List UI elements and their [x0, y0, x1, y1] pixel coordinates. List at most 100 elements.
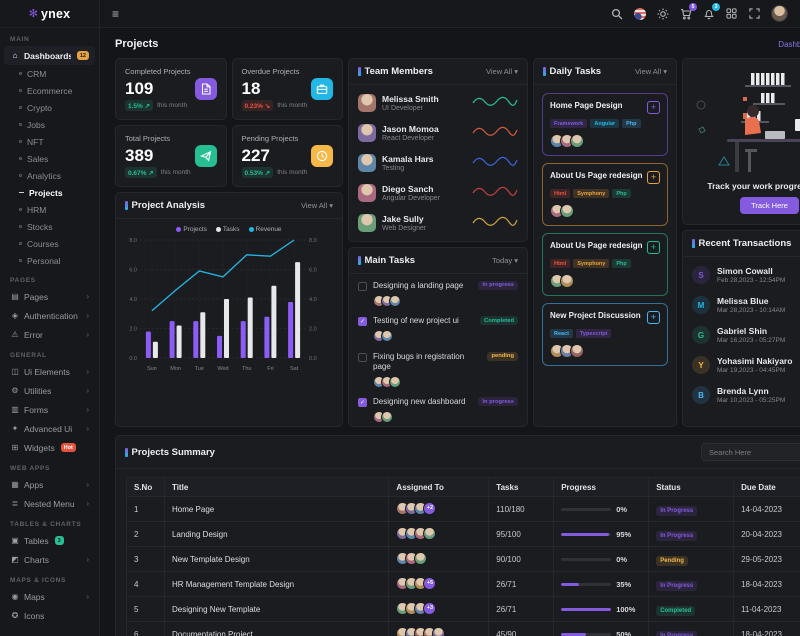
track-here-button[interactable]: Track Here: [740, 197, 799, 214]
sidebar-subitem-nft[interactable]: NFT: [0, 133, 99, 150]
add-task-icon[interactable]: +: [647, 101, 660, 114]
team-member-row[interactable]: Kamala Hars Testing: [358, 148, 518, 178]
col-header-due-date: Due Date: [733, 477, 800, 497]
sidebar-item-apps[interactable]: ▦ Apps ›: [4, 475, 95, 494]
task-status-badge: Completed: [480, 316, 518, 325]
logo[interactable]: ✻ ynex: [0, 0, 99, 28]
track-progress-text: Track your work progress here: [707, 181, 800, 191]
sidebar-subitem-label: Sales: [27, 153, 49, 164]
daily-task-card[interactable]: New Project Discussion + React Typescript: [542, 303, 668, 366]
stat-cards: Completed Projects 109 1.5% ↗ this month Ove…: [115, 58, 343, 187]
column-4: Track your work progress here Track Here…: [682, 58, 800, 427]
sidebar-subitem-projects[interactable]: Projects: [0, 184, 99, 201]
sidebar-item-utilities[interactable]: ⚙ Utilities ›: [4, 381, 95, 400]
sidebar-subitem-crm[interactable]: CRM: [0, 65, 99, 82]
transaction-row[interactable]: G Gabriel Shin Mar 16,2023 - 05:27PM: [692, 320, 800, 350]
sidebar-item-widgets[interactable]: ⊞ Widgets Hot: [4, 438, 95, 457]
main-task-top: Fixing bugs in registration page pending: [358, 351, 518, 372]
sidebar-item-ui-elements[interactable]: ◫ Ui Elements ›: [4, 362, 95, 381]
task-checkbox[interactable]: ✓: [358, 317, 367, 326]
sidebar-subitem-analytics[interactable]: Analytics: [0, 167, 99, 184]
breadcrumb[interactable]: Dashboards / Projects: [778, 39, 800, 49]
cart-badge: 5: [689, 3, 697, 11]
progress-wrap: 0%: [561, 555, 641, 564]
sidebar-subitem-crypto[interactable]: Crypto: [0, 99, 99, 116]
cell-sno: 1: [126, 496, 165, 522]
nav-section-label: PAGES: [10, 277, 36, 284]
add-task-icon[interactable]: +: [647, 171, 660, 184]
task-checkbox[interactable]: ✓: [358, 398, 367, 407]
daily-tasks-view-all[interactable]: View All ▾: [635, 67, 667, 76]
menu-toggle-icon[interactable]: ≡: [112, 6, 120, 21]
sidebar-item-pages[interactable]: ▤ Pages ›: [4, 287, 95, 306]
recent-transactions-list: S Simon Cowall Feb 28,2023 - 12:54PM M Melis…: [683, 257, 800, 413]
theme-toggle-icon[interactable]: [656, 7, 669, 20]
sidebar-item-label: Ui Elements: [24, 366, 70, 377]
daily-task-top: About Us Page redesign +: [550, 171, 660, 184]
add-task-icon[interactable]: +: [647, 311, 660, 324]
sidebar-item-advanced-ui[interactable]: ✦ Advanced Ui ›: [4, 419, 95, 438]
language-flag-icon[interactable]: [633, 7, 646, 20]
sidebar-subitem-sales[interactable]: Sales: [0, 150, 99, 167]
notifications-bell-icon[interactable]: 3: [702, 3, 720, 20]
sidebar-subitem-personal[interactable]: Personal: [0, 252, 99, 269]
transaction-info: Gabriel Shin Mar 16,2023 - 05:27PM: [717, 326, 785, 344]
progress-wrap: 95%: [561, 530, 641, 539]
cell-tasks: 26/71: [488, 571, 555, 597]
sidebar-subitem-ecommerce[interactable]: Ecommerce: [0, 82, 99, 99]
chevron-right-icon: ›: [86, 292, 89, 301]
sidebar-subitem-courses[interactable]: Courses: [0, 235, 99, 252]
search-input[interactable]: [701, 443, 800, 461]
daily-task-card[interactable]: Home Page Design + Framework Angular Php: [542, 93, 668, 156]
sidebar-item-dashboards[interactable]: ⌂ Dashboards 12: [4, 46, 95, 65]
transaction-row[interactable]: B Brenda Lynn Mar 10,2023 - 05:25PM: [692, 380, 800, 410]
cell-progress: 0%: [553, 546, 650, 572]
daily-task-card[interactable]: About Us Page redesign + Html Symphony Php: [542, 233, 668, 296]
avatar: [570, 134, 584, 148]
main-task-top: ✓ Testing of new project ui Completed: [358, 316, 518, 326]
daily-task-tags: Html Symphony Php: [550, 189, 660, 198]
task-avatars: [373, 411, 518, 423]
cell-assigned: [388, 621, 490, 636]
fullscreen-icon[interactable]: [748, 7, 761, 20]
sidebar-subitem-jobs[interactable]: Jobs: [0, 116, 99, 133]
transaction-row[interactable]: S Simon Cowall Feb 28,2023 - 12:54PM: [692, 260, 800, 290]
sidebar-subitem-label: Personal: [27, 255, 61, 266]
transaction-initial-avatar: M: [692, 296, 710, 315]
progress-wrap: 0%: [561, 505, 641, 514]
sidebar-item-icons[interactable]: ✪ Icons: [4, 606, 95, 625]
cart-icon[interactable]: 5: [679, 3, 697, 20]
svg-text:Fri: Fri: [267, 366, 273, 372]
daily-task-title: New Project Discussion: [550, 311, 641, 320]
transaction-row[interactable]: Y Yohasimi Nakiyaro Mar 19,2023 - 04:45PM: [692, 350, 800, 380]
table-body: 1 Home Page +2 110/180 0% In Progress 14-04-20…: [126, 496, 800, 636]
daily-task-card[interactable]: About Us Page redesign + Html Symphony Php: [542, 163, 668, 226]
add-task-icon[interactable]: +: [647, 241, 660, 254]
stat-trend-row: 0.53% ↗ this month: [241, 167, 334, 178]
sidebar-item-forms[interactable]: ▥ Forms ›: [4, 400, 95, 419]
sidebar-item-tables[interactable]: ▣ Tables 3: [4, 531, 95, 550]
main-tasks-filter[interactable]: Today ▾: [492, 256, 518, 265]
sidebar-subitem-hrm[interactable]: HRM: [0, 201, 99, 218]
project-analysis-view-all[interactable]: View All ▾: [301, 201, 333, 210]
sidebar-subitem-stocks[interactable]: Stocks: [0, 218, 99, 235]
team-member-row[interactable]: Melissa Smith UI Developer: [358, 88, 518, 118]
stat-trend-row: 0.23% ↘ this month: [241, 100, 334, 111]
user-avatar[interactable]: [771, 5, 788, 22]
search-icon[interactable]: [610, 7, 623, 20]
team-member-row[interactable]: Jason Momoa React Developer: [358, 118, 518, 148]
task-checkbox[interactable]: [358, 352, 367, 362]
sidebar-item-authentication[interactable]: ◈ Authentication ›: [4, 306, 95, 325]
team-members-view-all[interactable]: View All ▾: [486, 67, 518, 76]
sidebar-item-error[interactable]: ⚠ Error ›: [4, 325, 95, 344]
team-member-row[interactable]: Diego Sanch Angular Developer: [358, 178, 518, 208]
bullet-icon: [19, 106, 22, 109]
task-checkbox[interactable]: [358, 281, 367, 291]
sidebar-item-nested-menu[interactable]: ≣ Nested Menu ›: [4, 494, 95, 513]
sidebar-item-charts[interactable]: ◩ Charts ›: [4, 550, 95, 569]
sidebar-item-maps[interactable]: ◉ Maps ›: [4, 587, 95, 606]
transaction-row[interactable]: M Melissa Blue Mar 28,2023 - 10:14AM: [692, 290, 800, 320]
chevron-right-icon: ›: [86, 330, 89, 339]
apps-grid-icon[interactable]: [725, 7, 738, 20]
team-member-row[interactable]: Jake Sully Web Designer: [358, 208, 518, 238]
